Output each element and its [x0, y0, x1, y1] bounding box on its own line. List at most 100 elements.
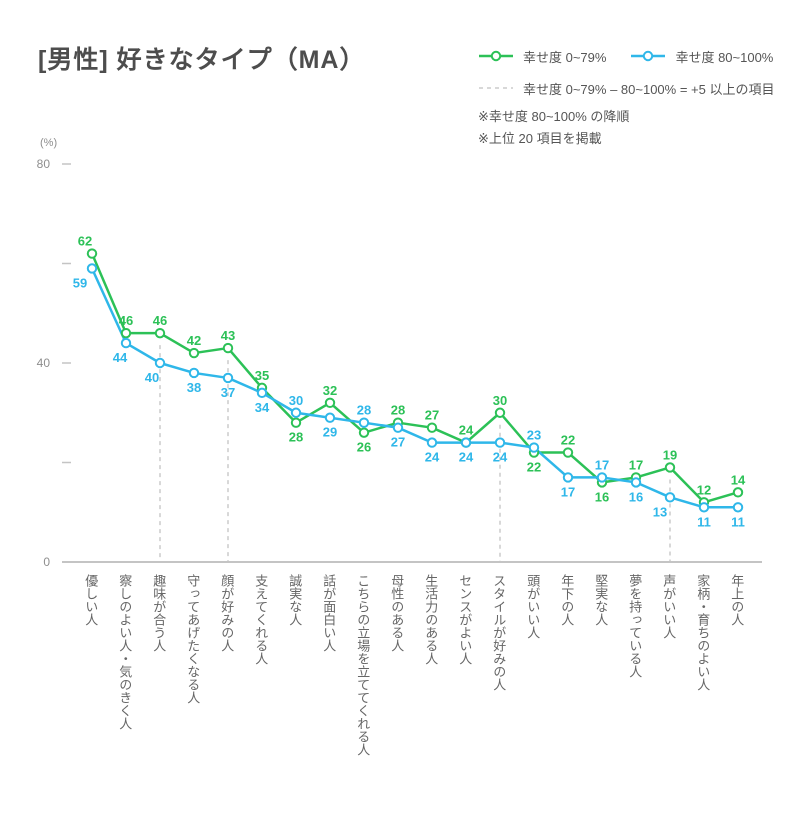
category-label: 趣味が合う人 — [151, 574, 167, 652]
data-point-marker — [358, 417, 370, 428]
note-sort-order: ※幸せ度 80~100% の降順 — [478, 109, 630, 124]
legend-row-series: 幸せ度 0~79% 幸せ度 80~100% — [478, 47, 798, 65]
data-point-marker — [324, 397, 336, 408]
data-point-marker — [222, 342, 234, 354]
data-point-value-label: 17 — [629, 457, 643, 472]
data-point-marker — [562, 447, 574, 458]
cyan-series-line-marker-icon — [631, 50, 666, 62]
data-point-value-label: 38 — [187, 380, 201, 395]
data-point-value-label: 16 — [595, 489, 609, 504]
category-label: 夢を持っている人 — [627, 574, 643, 678]
y-tick-label: 0 — [43, 555, 50, 569]
category-label: 支えてくれる人 — [253, 574, 269, 665]
data-point-marker — [426, 437, 438, 448]
legend-item-diff-rule: 幸せ度 0~79% – 80~100% = +5 以上の項目 — [478, 79, 774, 98]
data-point-value-label: 22 — [561, 433, 575, 448]
category-label: こちらの立場を立ててくれる人 — [355, 574, 371, 756]
data-point-value-label: 46 — [153, 313, 167, 328]
data-point-value-label: 34 — [255, 400, 270, 415]
data-point-marker — [154, 357, 166, 369]
data-point-value-label: 24 — [459, 423, 474, 438]
category-label: 話が面白い人 — [321, 574, 337, 652]
data-point-value-label: 14 — [731, 472, 746, 487]
data-point-marker — [460, 437, 472, 448]
data-point-marker — [494, 437, 506, 448]
legend-label-happiness-80-100: 幸せ度 80~100% — [675, 49, 774, 65]
legend-label-diff-rule: 幸せ度 0~79% – 80~100% = +5 以上の項目 — [523, 81, 775, 97]
data-point-value-label: 28 — [357, 403, 371, 418]
data-point-value-label: 26 — [357, 440, 371, 455]
data-point-value-label: 42 — [187, 333, 201, 348]
data-point-value-label: 23 — [527, 428, 541, 443]
dashed-line-icon — [479, 87, 513, 89]
series-line-1 — [90, 267, 738, 509]
data-point-marker — [256, 387, 268, 399]
category-label: 頭がいい人 — [525, 574, 541, 639]
chart-legend: 幸せ度 0~79% 幸せ度 80~100% 幸せ度 0~79% – 80~100… — [478, 47, 798, 111]
data-point-marker — [426, 422, 438, 433]
data-point-value-label: 22 — [527, 460, 541, 475]
green-series-line-marker-icon — [479, 50, 513, 62]
data-point-value-label: 40 — [145, 370, 159, 385]
data-point-value-label: 29 — [323, 425, 337, 440]
category-label: スタイルが好みの人 — [491, 574, 507, 691]
data-point-marker — [698, 502, 710, 513]
data-point-value-label: 24 — [493, 450, 508, 465]
data-point-value-label: 13 — [653, 504, 667, 519]
data-point-value-label: 37 — [221, 385, 235, 400]
y-tick-label: 40 — [37, 356, 51, 370]
data-point-value-label: 17 — [595, 457, 609, 472]
data-point-marker — [630, 477, 642, 488]
data-point-value-label: 44 — [113, 350, 128, 365]
data-point-marker — [596, 472, 608, 483]
data-point-value-label: 11 — [697, 514, 711, 529]
data-point-value-label: 59 — [73, 275, 87, 290]
data-point-marker — [120, 337, 132, 349]
data-point-value-label: 11 — [731, 514, 745, 529]
category-label: 顔が好みの人 — [219, 574, 235, 652]
data-point-marker — [86, 248, 98, 259]
legend-row-diff-rule: 幸せ度 0~79% – 80~100% = +5 以上の項目 — [478, 79, 798, 97]
note-top-20: ※上位 20 項目を掲載 — [478, 131, 602, 146]
series-line-0 — [90, 253, 739, 504]
data-point-value-label: 17 — [561, 484, 575, 499]
data-point-marker — [664, 462, 676, 473]
category-label: 察しのよい人・気のきく人 — [117, 574, 133, 730]
data-point-value-label: 43 — [221, 328, 235, 343]
data-point-marker — [528, 442, 540, 453]
category-label: 優しい人 — [83, 574, 99, 626]
data-point-value-label: 16 — [629, 489, 643, 504]
category-label: 堅実な人 — [593, 574, 609, 626]
data-point-value-label: 28 — [391, 403, 405, 418]
data-point-marker — [188, 347, 200, 359]
category-label: 声がいい人 — [661, 574, 677, 639]
data-point-marker — [290, 417, 302, 428]
category-label: 守ってあげたくなる人 — [185, 574, 201, 704]
data-point-marker — [392, 422, 404, 433]
data-point-marker — [358, 427, 370, 438]
category-label: 母性のある人 — [389, 574, 405, 652]
category-label: センスがよい人 — [457, 574, 473, 665]
data-point-marker — [188, 367, 200, 379]
category-label: 生活力のある人 — [423, 574, 439, 665]
data-point-value-label: 19 — [663, 447, 677, 462]
data-point-value-label: 30 — [289, 393, 303, 408]
data-point-marker — [290, 407, 302, 418]
data-point-marker — [86, 263, 98, 274]
data-point-marker — [732, 502, 744, 513]
chart-title: [男性] 好きなタイプ（MA） — [38, 46, 366, 74]
data-point-marker — [562, 472, 574, 483]
data-point-value-label: 62 — [78, 234, 92, 249]
category-label: 誠実な人 — [287, 574, 303, 626]
data-point-value-label: 35 — [255, 368, 269, 383]
data-point-value-label: 24 — [459, 450, 474, 465]
data-point-value-label: 32 — [323, 383, 337, 398]
data-point-value-label: 27 — [391, 435, 405, 450]
data-point-marker — [664, 492, 676, 503]
category-label: 年下の人 — [559, 574, 575, 626]
data-point-value-label: 12 — [697, 482, 711, 497]
legend-item-happiness-80-100: 幸せ度 80~100% — [630, 47, 773, 66]
category-label: 年上の人 — [729, 574, 745, 626]
